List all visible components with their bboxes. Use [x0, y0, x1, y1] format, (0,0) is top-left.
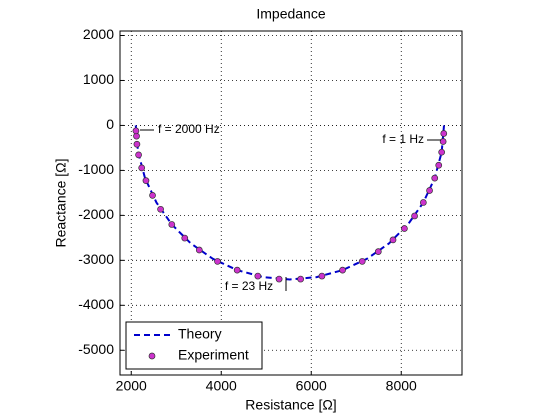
experiment-point: [233, 266, 241, 274]
y-tick-label: 0: [106, 116, 114, 132]
legend-swatch: [148, 352, 156, 360]
experiment-point: [411, 212, 418, 220]
experiment-point: [181, 234, 189, 242]
y-tick-label: -3000: [78, 251, 114, 267]
experiment-point: [149, 192, 156, 199]
experiment-point: [168, 221, 176, 228]
experiment-point: [374, 248, 382, 255]
experiment-point: [135, 151, 142, 159]
legend-label: Experiment: [178, 347, 249, 363]
experiment-point: [439, 138, 447, 145]
y-tick-label: -5000: [78, 341, 114, 357]
annotation: f = 1 Hz: [382, 132, 424, 146]
y-tick-label: -1000: [78, 161, 114, 177]
experiment-point: [142, 177, 150, 185]
y-axis-label: Reactance [Ω]: [53, 158, 69, 247]
y-tick-label: 1000: [83, 71, 114, 87]
experiment-point: [358, 258, 366, 265]
legend-label: Theory: [178, 326, 222, 342]
experiment-point: [254, 272, 262, 280]
y-tick-label: -2000: [78, 206, 114, 222]
experiment-point: [389, 236, 397, 244]
chart-title: Impedance: [256, 6, 325, 22]
experiment-point: [195, 246, 203, 254]
x-tick-label: 8000: [386, 378, 417, 394]
experiment-point: [214, 258, 221, 265]
experiment-point: [138, 164, 146, 172]
experiment-point: [132, 127, 140, 135]
experiment-point: [275, 275, 283, 283]
experiment-point: [401, 225, 408, 232]
y-tick-label: -4000: [78, 296, 114, 312]
experiment-point: [426, 187, 433, 194]
experiment-point: [297, 275, 304, 283]
x-axis-label: Resistance [Ω]: [245, 397, 336, 413]
x-tick-label: 4000: [206, 378, 237, 394]
experiment-point: [339, 266, 346, 274]
plot-area: [120, 31, 462, 375]
experiment-point: [157, 205, 164, 213]
experiment-point: [419, 199, 427, 206]
experiment-point: [440, 130, 448, 137]
experiment-point: [438, 148, 446, 156]
experiment-point: [431, 174, 439, 182]
experiment-point: [318, 272, 326, 280]
plot-frame: [119, 30, 463, 376]
experiment-point: [133, 140, 141, 148]
y-tick-label: 2000: [83, 26, 114, 42]
annotation: f = 2000 Hz: [158, 122, 220, 136]
legend-box: [125, 321, 263, 370]
x-tick-label: 6000: [296, 378, 327, 394]
experiment-point: [435, 161, 443, 169]
annotation: f = 23 Hz: [225, 279, 273, 293]
x-tick-label: 2000: [116, 378, 147, 394]
